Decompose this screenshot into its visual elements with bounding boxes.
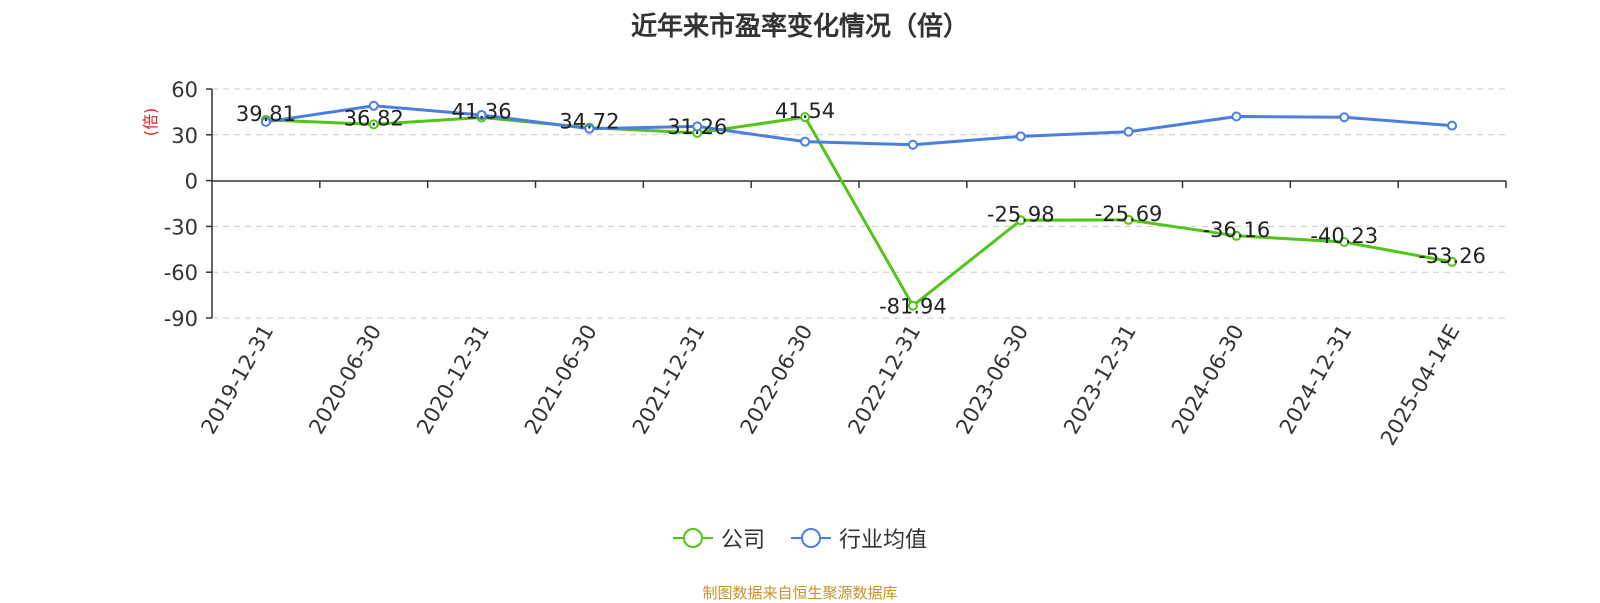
data-label: 31.26 [667, 115, 727, 139]
legend: 公司 行业均值 [0, 522, 1600, 554]
series-lines [260, 100, 1458, 311]
source-note: 制图数据来自恒生聚源数据库 [702, 584, 898, 602]
legend-item-company[interactable]: 公司 [672, 522, 765, 554]
series-0-point [1123, 214, 1134, 225]
series-0-point [1015, 215, 1026, 226]
legend-industry-marker-icon [791, 528, 831, 548]
series-1-point [368, 100, 379, 111]
series-0-point [368, 119, 379, 130]
series-1-point [800, 136, 811, 147]
y-tick-label: -90 [164, 307, 198, 331]
data-label: 41.54 [775, 99, 835, 123]
y-tick-label: 60 [171, 78, 198, 102]
series-1-point [907, 139, 918, 150]
y-tick-label: -30 [164, 215, 198, 239]
series-1-point [692, 121, 703, 132]
series-0-point [1447, 256, 1458, 267]
x-tick-label: 2025-04-14E [1376, 321, 1464, 450]
series-1-point [260, 116, 271, 127]
series-1-point [1339, 112, 1350, 123]
data-label: -53.26 [1418, 244, 1486, 268]
data-label: 34.72 [559, 110, 619, 134]
series-1-point [1447, 120, 1458, 131]
x-tick-label: 2019-12-31 [196, 321, 278, 439]
legend-item-industry[interactable]: 行业均值 [791, 522, 927, 554]
x-tick-label: 2020-12-31 [412, 321, 494, 439]
y-tick-label: 30 [171, 124, 198, 148]
series-0-point [1339, 237, 1350, 248]
axes: 60 30 0 -30 -60 -90 (倍) 2019-12-31 2020-06-30 202… [141, 78, 1507, 450]
data-label: -81.94 [879, 295, 947, 319]
x-tick-label: 2021-06-30 [520, 321, 602, 439]
data-label: 39.81 [236, 102, 296, 126]
series-0-point [1231, 230, 1242, 241]
series-line-1 [265, 104, 1453, 147]
data-label: -36.16 [1203, 218, 1271, 242]
series-line-0 [265, 115, 1453, 308]
x-tick-label: 2024-06-30 [1167, 321, 1249, 439]
legend-company-marker-icon [672, 528, 713, 548]
series-0-point [800, 112, 811, 123]
x-tick-label: 2020-06-30 [304, 321, 386, 439]
chart-title: 近年来市盈率变化情况（倍） [630, 12, 969, 42]
x-tick-label: 2022-12-31 [843, 321, 925, 439]
series-1-point [476, 109, 487, 120]
x-tick-label: 2021-12-31 [628, 321, 710, 439]
y-tick-label: -60 [164, 261, 198, 285]
data-label: -25.69 [1095, 202, 1163, 226]
series-1-point [1123, 126, 1134, 137]
y-axis-label: (倍) [141, 108, 160, 137]
data-label: 41.36 [452, 99, 512, 123]
series-1-point [584, 123, 595, 134]
series-0-point [907, 300, 918, 311]
data-label: -25.98 [987, 202, 1055, 226]
data-label: -40.23 [1310, 224, 1378, 248]
legend-industry-label: 行业均值 [839, 528, 928, 553]
series-1-point [1231, 111, 1242, 122]
y-tick-label: 0 [185, 170, 198, 194]
x-tick-label: 2024-12-31 [1275, 321, 1357, 439]
series-1-point [1015, 131, 1026, 142]
legend-company-label: 公司 [720, 528, 765, 553]
data-label: 36.82 [344, 106, 404, 130]
grid-lines [212, 88, 1506, 319]
x-tick-label: 2022-06-30 [736, 321, 818, 439]
data-labels: 39.81 36.82 41.36 34.72 31.26 41.54 -81.94 -25.… [236, 99, 1486, 319]
x-tick-label: 2023-12-31 [1059, 321, 1141, 439]
x-tick-label: 2023-06-30 [951, 321, 1033, 439]
